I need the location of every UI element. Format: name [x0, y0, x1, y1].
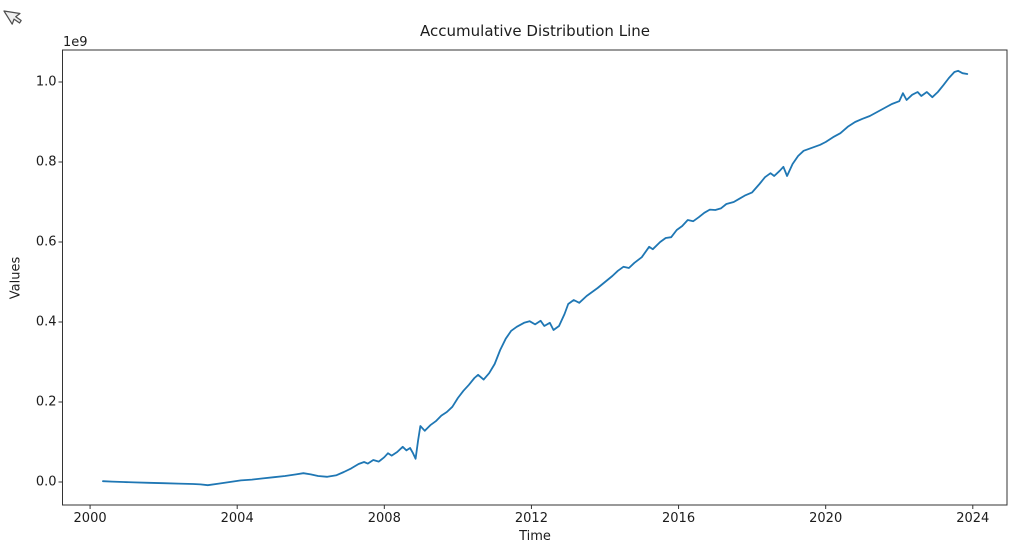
x-tick-label: 2000 [73, 511, 107, 526]
y-tick-label: 0.8 [35, 154, 57, 170]
accumulation-distribution-line [102, 69, 969, 487]
x-tick-label: 2016 [662, 511, 696, 526]
arrow-cursor-icon [3, 10, 22, 25]
x-tick-label: 2012 [514, 511, 548, 526]
x-tick-label: 2024 [956, 511, 990, 526]
chart-title: Accumulative Distribution Line [420, 22, 650, 40]
x-tick-label: 2004 [220, 511, 254, 526]
x-tick-label: 2020 [809, 511, 843, 526]
y-tick-label: 1.0 [35, 74, 57, 90]
y-axis-offset-label: 1e9 [63, 35, 88, 50]
x-axis-label: Time [519, 529, 551, 544]
x-tick-label: 2008 [367, 511, 401, 526]
y-tick-label: 0.2 [35, 394, 57, 410]
y-tick-label: 0.6 [35, 234, 57, 250]
y-tick-label: 0.0 [35, 474, 57, 490]
axes-spines [62, 49, 1008, 506]
y-tick-label: 0.4 [35, 314, 57, 330]
y-axis-label: Values [8, 256, 24, 300]
